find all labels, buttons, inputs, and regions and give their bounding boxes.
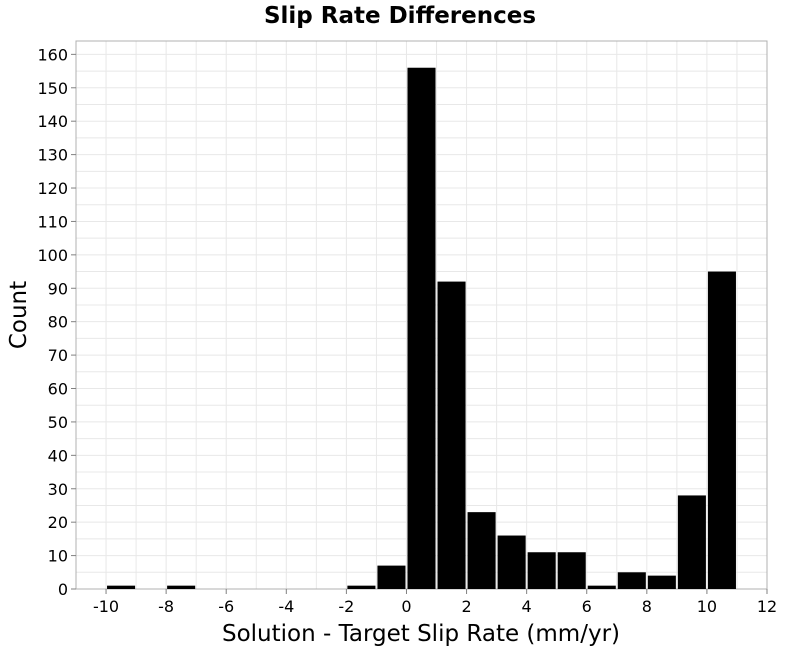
histogram-bar (527, 552, 556, 589)
histogram-bar (347, 585, 376, 589)
x-tick-label: 2 (461, 597, 471, 616)
y-tick-label: 0 (58, 580, 68, 599)
y-tick-label: 70 (48, 346, 68, 365)
x-tick-label: 4 (522, 597, 532, 616)
y-tick-label: 10 (48, 547, 68, 566)
histogram-bar (497, 535, 526, 589)
histogram-bar (437, 281, 466, 589)
y-tick-label: 140 (37, 112, 68, 131)
chart-title: Slip Rate Differences (264, 3, 536, 29)
x-tick-label: 10 (697, 597, 717, 616)
y-tick-label: 160 (37, 45, 68, 64)
histogram-bar (467, 512, 496, 589)
bars (107, 67, 736, 590)
histogram-bar (587, 585, 616, 589)
y-tick-label: 40 (48, 446, 68, 465)
x-tick-label: -10 (93, 597, 119, 616)
histogram-bar (407, 67, 436, 590)
y-tick-label: 90 (48, 279, 68, 298)
x-tick-label: -2 (338, 597, 354, 616)
y-tick-label: 130 (37, 146, 68, 165)
y-tick-label: 80 (48, 313, 68, 332)
histogram-bar (707, 271, 736, 589)
x-tick-label: 6 (582, 597, 592, 616)
histogram-bar (557, 552, 586, 589)
y-axis-label: Count (6, 281, 32, 349)
y-tick-label: 50 (48, 413, 68, 432)
x-tick-label: 0 (401, 597, 411, 616)
x-tick-label: 8 (642, 597, 652, 616)
histogram-bar (677, 495, 706, 589)
x-tick-label: 12 (757, 597, 777, 616)
histogram-bar (377, 565, 406, 589)
x-axis-label: Solution - Target Slip Rate (mm/yr) (222, 621, 620, 647)
y-tick-label: 100 (37, 246, 68, 265)
histogram-bar (107, 585, 136, 589)
y-tick-label: 110 (37, 212, 68, 231)
y-tick-label: 60 (48, 380, 68, 399)
histogram-bar (647, 575, 676, 589)
y-axis-ticks: 0 10 20 30 40 50 60 70 80 90 100 110 120 130 140 150 160 (37, 45, 76, 599)
y-tick-label: 20 (48, 513, 68, 532)
x-tick-label: -4 (278, 597, 294, 616)
x-tick-label: -8 (158, 597, 174, 616)
histogram-bar (167, 585, 196, 589)
histogram-bar (617, 572, 646, 589)
x-tick-label: -6 (218, 597, 234, 616)
y-tick-label: 120 (37, 179, 68, 198)
y-tick-label: 150 (37, 79, 68, 98)
x-axis-ticks: -10 -8 -6 -4 -2 0 2 4 6 8 10 12 (93, 589, 777, 616)
y-tick-label: 30 (48, 480, 68, 499)
